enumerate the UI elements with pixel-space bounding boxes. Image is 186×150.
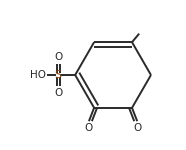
Text: HO: HO [30, 70, 46, 80]
Text: O: O [54, 52, 62, 62]
Text: O: O [134, 123, 142, 133]
Text: O: O [84, 123, 92, 133]
Text: S: S [54, 70, 62, 80]
Text: O: O [54, 88, 62, 98]
